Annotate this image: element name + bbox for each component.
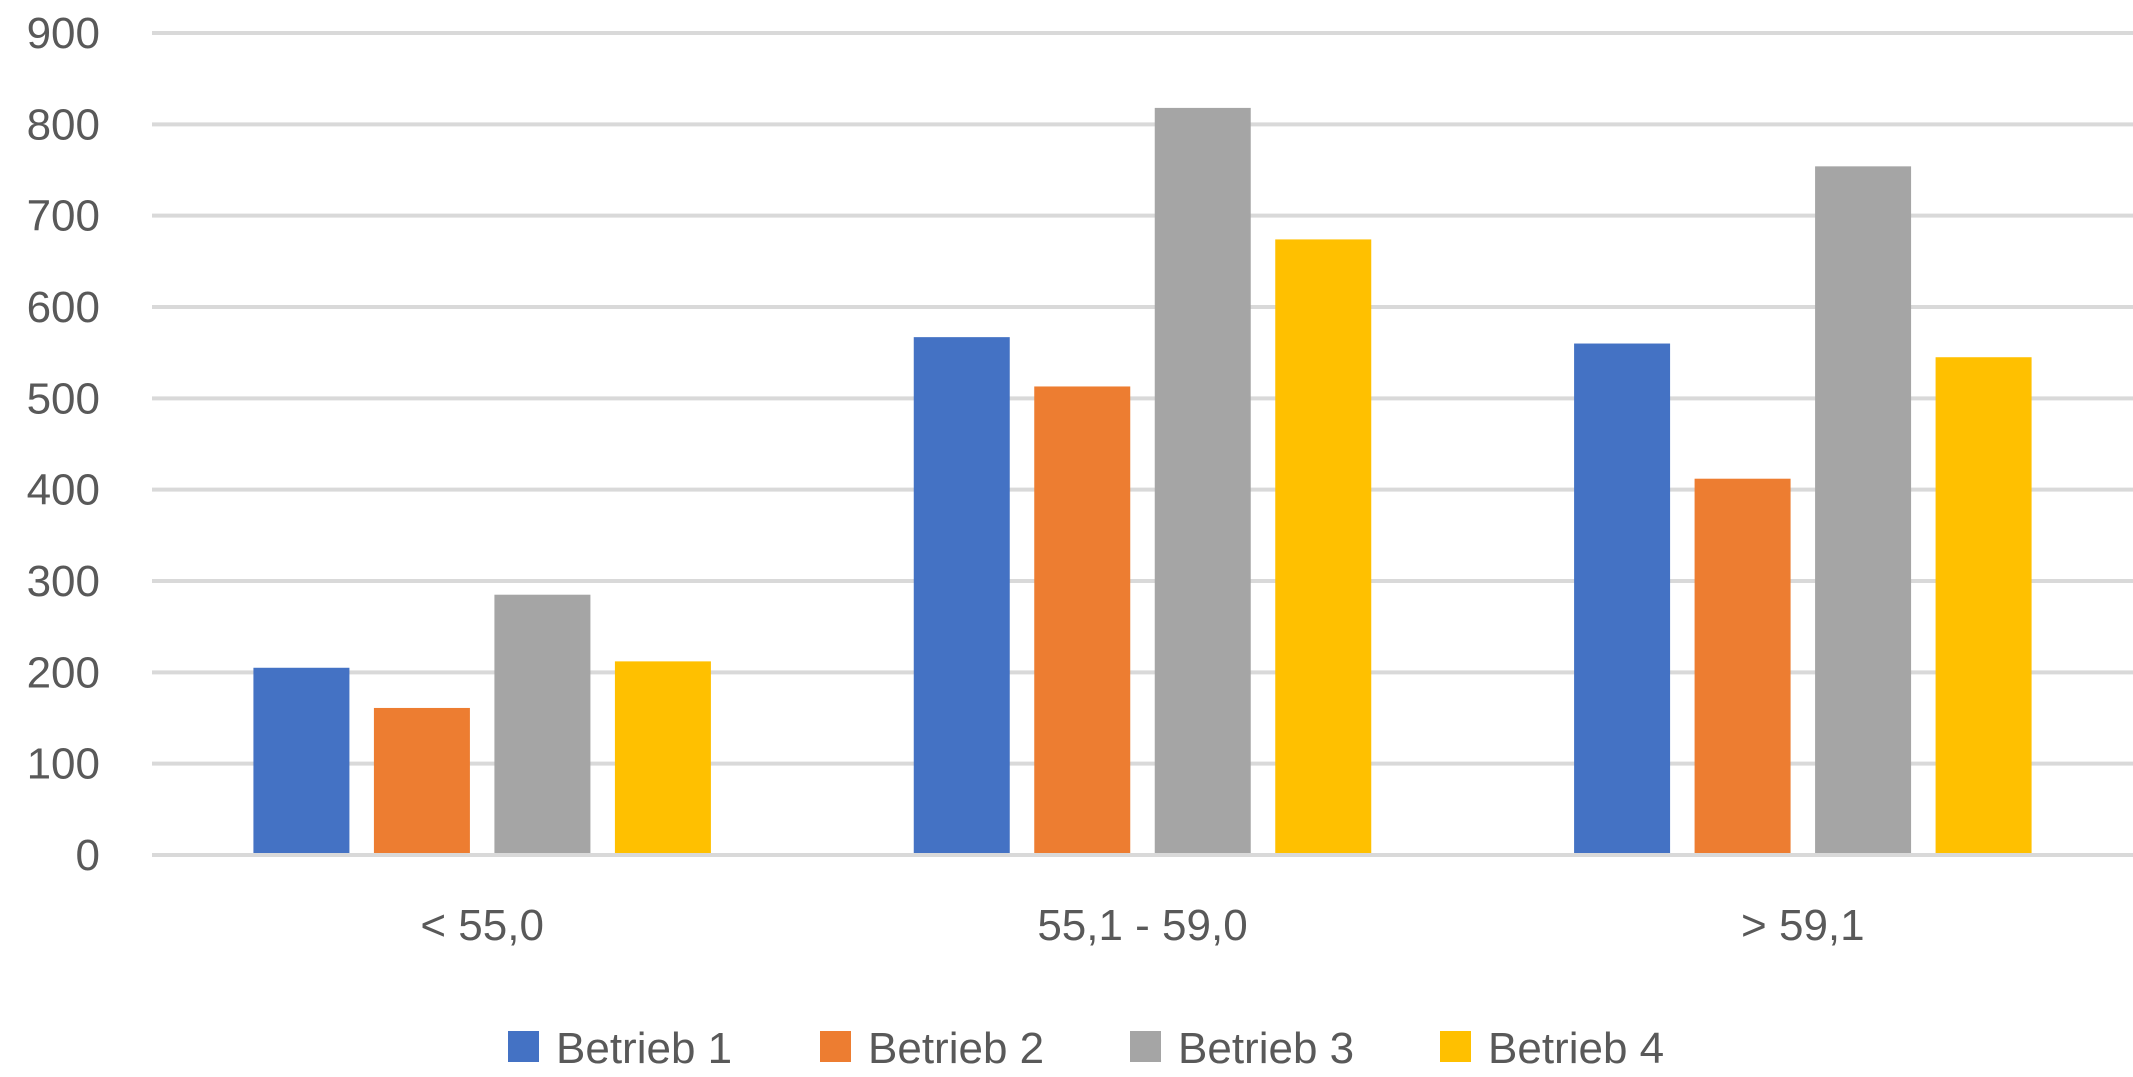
x-category-label: 55,1 - 59,0 [1037, 901, 1247, 950]
legend-swatch [1440, 1031, 1471, 1062]
y-tick-label: 200 [27, 648, 100, 697]
y-tick-label: 100 [27, 740, 100, 789]
bar [913, 337, 1010, 855]
legend-label: Betrieb 4 [1488, 1024, 1664, 1072]
legend: Betrieb 1 Betrieb 2 Betrieb 3 Betrieb 4 [508, 1024, 1664, 1073]
y-axis-ticks: 0 100 200 300 400 500 600 700 800 900 [27, 9, 100, 880]
bar [614, 661, 711, 855]
legend-label: Betrieb 3 [1178, 1024, 1354, 1072]
y-tick-label: 600 [27, 283, 100, 332]
bars [253, 107, 2032, 856]
gridlines [152, 31, 2133, 766]
x-axis: < 55,0 55,1 - 59,0 > 59,1 [152, 853, 2133, 950]
y-tick-label: 400 [27, 466, 100, 515]
legend-label: Betrieb 1 [556, 1024, 732, 1072]
bar [1154, 107, 1251, 856]
bar [1935, 357, 2032, 855]
y-tick-label: 300 [27, 557, 100, 606]
y-tick-label: 800 [27, 100, 100, 149]
bar [373, 707, 470, 855]
y-tick-label: 0 [76, 831, 100, 880]
bar [1815, 166, 1912, 855]
bar [1694, 478, 1791, 855]
y-tick-label: 900 [27, 9, 100, 58]
bar [1574, 343, 1671, 855]
legend-swatch [820, 1031, 851, 1062]
bar [494, 594, 591, 855]
x-category-label: < 55,0 [420, 901, 544, 950]
legend-swatch [508, 1031, 539, 1062]
legend-label: Betrieb 2 [868, 1024, 1044, 1072]
y-tick-label: 700 [27, 192, 100, 241]
bar [253, 667, 350, 855]
legend-swatch [1130, 1031, 1161, 1062]
bar [1275, 239, 1372, 855]
y-tick-label: 500 [27, 374, 100, 423]
x-category-label: > 59,1 [1741, 901, 1865, 950]
bar [1034, 386, 1131, 855]
